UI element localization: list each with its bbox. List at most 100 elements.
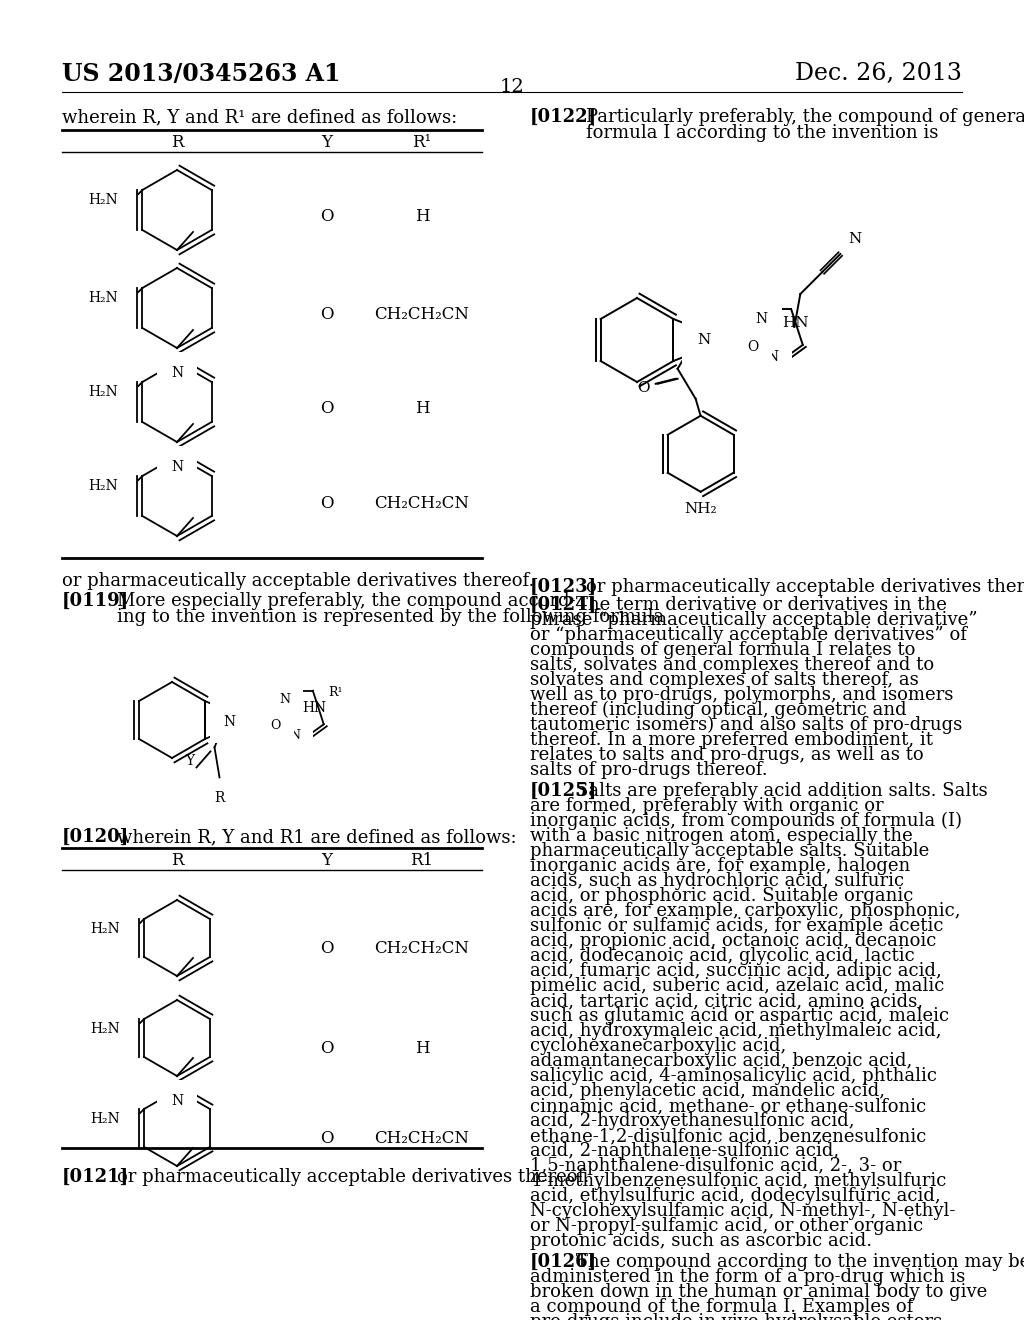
Text: 12: 12 <box>500 78 524 96</box>
Text: H₂N: H₂N <box>90 1022 120 1036</box>
Text: O: O <box>321 1040 334 1057</box>
Text: a compound of the formula I. Examples of: a compound of the formula I. Examples of <box>530 1298 913 1316</box>
Text: 4-methylbenzenesulfonic acid, methylsulfuric: 4-methylbenzenesulfonic acid, methylsulf… <box>530 1172 946 1191</box>
Text: N: N <box>171 1094 183 1107</box>
Text: are formed, preferably with organic or: are formed, preferably with organic or <box>530 797 884 814</box>
Text: H₂N: H₂N <box>89 479 119 492</box>
Text: protonic acids, such as ascorbic acid.: protonic acids, such as ascorbic acid. <box>530 1232 872 1250</box>
Text: R: R <box>214 792 224 805</box>
Text: wherein R, Y and R¹ are defined as follows:: wherein R, Y and R¹ are defined as follo… <box>62 108 458 125</box>
Text: O: O <box>746 339 758 354</box>
Text: R: R <box>171 851 183 869</box>
Text: HN: HN <box>302 701 327 715</box>
Text: phrase “pharmaceutically acceptable derivative”: phrase “pharmaceutically acceptable deri… <box>530 611 978 630</box>
Text: The term derivative or derivatives in the: The term derivative or derivatives in th… <box>575 597 947 614</box>
Text: acids, such as hydrochloric acid, sulfuric: acids, such as hydrochloric acid, sulfur… <box>530 873 904 890</box>
Text: administered in the form of a pro-drug which is: administered in the form of a pro-drug w… <box>530 1269 966 1286</box>
Text: H₂N: H₂N <box>89 290 119 305</box>
Text: solvates and complexes of salts thereof, as: solvates and complexes of salts thereof,… <box>530 671 919 689</box>
Text: N-cyclohexylsulfamic acid, N-methyl-, N-ethyl-: N-cyclohexylsulfamic acid, N-methyl-, N-… <box>530 1203 955 1220</box>
Text: adamantanecarboxylic acid, benzoic acid,: adamantanecarboxylic acid, benzoic acid, <box>530 1052 912 1071</box>
Text: [0121]: [0121] <box>62 1168 129 1185</box>
Text: pro-drugs include in vivo hydrolysable esters: pro-drugs include in vivo hydrolysable e… <box>530 1313 942 1320</box>
Text: acid, tartaric acid, citric acid, amino acids,: acid, tartaric acid, citric acid, amino … <box>530 993 923 1010</box>
Text: H₂N: H₂N <box>90 921 120 936</box>
Text: thereof. In a more preferred embodiment, it: thereof. In a more preferred embodiment,… <box>530 731 933 748</box>
Text: US 2013/0345263 A1: US 2013/0345263 A1 <box>62 62 341 86</box>
Text: N: N <box>697 333 711 347</box>
Text: CH₂CH₂CN: CH₂CH₂CN <box>375 940 469 957</box>
Text: CH₂CH₂CN: CH₂CH₂CN <box>375 1130 469 1147</box>
Text: R¹: R¹ <box>329 686 343 700</box>
Text: Dec. 26, 2013: Dec. 26, 2013 <box>795 62 962 84</box>
Text: acids are, for example, carboxylic, phosphonic,: acids are, for example, carboxylic, phos… <box>530 902 961 920</box>
Text: salts of pro-drugs thereof.: salts of pro-drugs thereof. <box>530 762 768 779</box>
Text: [0125]: [0125] <box>530 781 597 800</box>
Text: sulfonic or sulfamic acids, for example acetic: sulfonic or sulfamic acids, for example … <box>530 917 943 935</box>
Text: O: O <box>321 495 334 512</box>
Text: acid, propionic acid, octanoic acid, decanoic: acid, propionic acid, octanoic acid, dec… <box>530 932 936 950</box>
Text: Y: Y <box>322 135 333 150</box>
Text: N: N <box>171 366 183 380</box>
Text: Salts are preferably acid addition salts. Salts: Salts are preferably acid addition salts… <box>575 781 987 800</box>
Text: thereof (including optical, geometric and: thereof (including optical, geometric an… <box>530 701 906 719</box>
Text: inorganic acids, from compounds of formula (I): inorganic acids, from compounds of formu… <box>530 812 962 830</box>
Text: pimelic acid, suberic acid, azelaic acid, malic: pimelic acid, suberic acid, azelaic acid… <box>530 977 944 995</box>
Text: or “pharmaceutically acceptable derivatives” of: or “pharmaceutically acceptable derivati… <box>530 626 967 644</box>
Text: N: N <box>848 232 861 246</box>
Text: The compound according to the invention may be: The compound according to the invention … <box>575 1253 1024 1271</box>
Text: salts, solvates and complexes thereof and to: salts, solvates and complexes thereof an… <box>530 656 934 675</box>
Text: well as to pro-drugs, polymorphs, and isomers: well as to pro-drugs, polymorphs, and is… <box>530 686 953 704</box>
Text: R1: R1 <box>411 851 433 869</box>
Text: R: R <box>171 135 183 150</box>
Text: acid, or phosphoric acid. Suitable organic: acid, or phosphoric acid. Suitable organ… <box>530 887 913 906</box>
Text: H₂N: H₂N <box>89 385 119 399</box>
Text: acid, 2-hydroxyethanesulfonic acid,: acid, 2-hydroxyethanesulfonic acid, <box>530 1111 854 1130</box>
Text: N: N <box>697 333 711 347</box>
Text: N: N <box>290 729 301 742</box>
Text: O: O <box>321 940 334 957</box>
Text: [0122]: [0122] <box>530 108 597 125</box>
Text: pharmaceutically acceptable salts. Suitable: pharmaceutically acceptable salts. Suita… <box>530 842 929 861</box>
Text: acid, 2-naphthalene-sulfonic acid,: acid, 2-naphthalene-sulfonic acid, <box>530 1142 839 1160</box>
Text: H: H <box>415 400 429 417</box>
Text: O: O <box>321 1130 334 1147</box>
Text: [0123]: [0123] <box>530 578 597 597</box>
Text: More especially preferably, the compound accord-: More especially preferably, the compound… <box>117 591 575 610</box>
Text: H: H <box>415 1040 429 1057</box>
Text: [0126]: [0126] <box>530 1253 597 1271</box>
Text: N: N <box>280 693 291 706</box>
Text: acid, hydroxymaleic acid, methylmaleic acid,: acid, hydroxymaleic acid, methylmaleic a… <box>530 1022 941 1040</box>
Text: N: N <box>766 350 778 364</box>
Text: such as glutamic acid or aspartic acid, maleic: such as glutamic acid or aspartic acid, … <box>530 1007 949 1026</box>
Text: cyclohexanecarboxylic acid,: cyclohexanecarboxylic acid, <box>530 1038 786 1055</box>
Text: H₂N: H₂N <box>90 1111 120 1126</box>
Text: CH₂CH₂CN: CH₂CH₂CN <box>375 306 469 323</box>
Text: [0119]: [0119] <box>62 591 129 610</box>
Text: tautomeric isomers) and also salts of pro-drugs: tautomeric isomers) and also salts of pr… <box>530 715 963 734</box>
Text: O: O <box>321 400 334 417</box>
Text: R¹: R¹ <box>413 135 431 150</box>
Text: or N-propyl-sulfamic acid, or other organic: or N-propyl-sulfamic acid, or other orga… <box>530 1217 924 1236</box>
Text: wherein R, Y and R1 are defined as follows:: wherein R, Y and R1 are defined as follo… <box>117 828 517 846</box>
Text: acid, phenylacetic acid, mandelic acid,: acid, phenylacetic acid, mandelic acid, <box>530 1082 885 1100</box>
Text: acid, dodecanoic acid, glycolic acid, lactic: acid, dodecanoic acid, glycolic acid, la… <box>530 946 914 965</box>
Text: broken down in the human or animal body to give: broken down in the human or animal body … <box>530 1283 987 1302</box>
Text: O: O <box>270 719 281 731</box>
Text: [0124]: [0124] <box>530 597 597 614</box>
Text: O: O <box>637 380 649 395</box>
Text: CH₂CH₂CN: CH₂CH₂CN <box>375 495 469 512</box>
Text: 1,5-naphthalene-disulfonic acid, 2-, 3- or: 1,5-naphthalene-disulfonic acid, 2-, 3- … <box>530 1158 901 1175</box>
Text: NH₂: NH₂ <box>684 502 717 516</box>
Text: with a basic nitrogen atom, especially the: with a basic nitrogen atom, especially t… <box>530 828 912 845</box>
Text: inorganic acids are, for example, halogen: inorganic acids are, for example, haloge… <box>530 857 910 875</box>
Text: compounds of general formula I relates to: compounds of general formula I relates t… <box>530 642 915 659</box>
Text: relates to salts and pro-drugs, as well as to: relates to salts and pro-drugs, as well … <box>530 746 924 764</box>
Text: Y: Y <box>185 755 195 768</box>
Text: ing to the invention is represented by the following formula: ing to the invention is represented by t… <box>117 609 665 626</box>
Text: or pharmaceutically acceptable derivatives thereof.: or pharmaceutically acceptable derivativ… <box>117 1168 590 1185</box>
Text: cinnamic acid, methane- or ethane-sulfonic: cinnamic acid, methane- or ethane-sulfon… <box>530 1097 927 1115</box>
Text: Y: Y <box>322 851 333 869</box>
Text: or pharmaceutically acceptable derivatives thereof.: or pharmaceutically acceptable derivativ… <box>586 578 1024 597</box>
Text: acid, ethylsulfuric acid, dodecylsulfuric acid,: acid, ethylsulfuric acid, dodecylsulfuri… <box>530 1187 941 1205</box>
